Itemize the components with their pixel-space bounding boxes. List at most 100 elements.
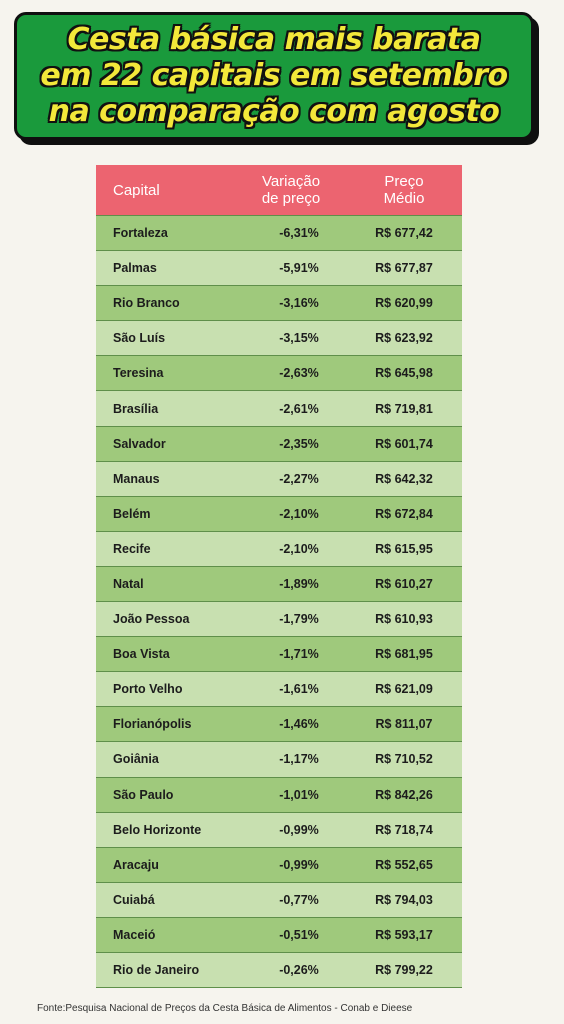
- table-row: Rio Branco -3,16% R$ 620,99: [96, 285, 462, 321]
- cell-capital: Florianópolis: [96, 706, 236, 742]
- header-variacao: Variação de preço: [236, 165, 346, 216]
- cell-preco: R$ 794,03: [346, 881, 462, 918]
- cell-capital: Salvador: [96, 425, 236, 462]
- cell-variacao: -2,27%: [236, 460, 346, 497]
- cell-variacao: -3,15%: [236, 320, 346, 356]
- table-row: Florianópolis -1,46% R$ 811,07: [96, 706, 462, 742]
- title-line-3: na comparação com agosto: [48, 94, 500, 129]
- cell-variacao: -1,61%: [236, 671, 346, 707]
- cell-capital: São Luís: [96, 320, 236, 356]
- cell-capital: Belo Horizonte: [96, 811, 236, 848]
- cell-capital: Brasília: [96, 390, 236, 427]
- cell-variacao: -2,10%: [236, 495, 346, 532]
- cell-variacao: -0,99%: [236, 811, 346, 848]
- cell-variacao: -2,61%: [236, 390, 346, 427]
- cell-variacao: -1,71%: [236, 636, 346, 672]
- cell-preco: R$ 610,27: [346, 565, 462, 602]
- table-row: Teresina -2,63% R$ 645,98: [96, 355, 462, 391]
- table-row: Boa Vista -1,71% R$ 681,95: [96, 636, 462, 672]
- cell-preco: R$ 642,32: [346, 460, 462, 497]
- cell-preco: R$ 601,74: [346, 425, 462, 462]
- cell-preco: R$ 799,22: [346, 951, 462, 989]
- table-header: Capital Variação de preço Preço Médio: [96, 165, 462, 216]
- table-row: Natal -1,89% R$ 610,27: [96, 565, 462, 602]
- cell-variacao: -6,31%: [236, 214, 346, 251]
- cell-variacao: -2,63%: [236, 355, 346, 391]
- cell-capital: Belém: [96, 495, 236, 532]
- table-row: Belém -2,10% R$ 672,84: [96, 495, 462, 532]
- cell-preco: R$ 593,17: [346, 916, 462, 953]
- cell-preco: R$ 620,99: [346, 285, 462, 321]
- cell-preco: R$ 681,95: [346, 636, 462, 672]
- cell-variacao: -2,10%: [236, 530, 346, 567]
- table-row: Porto Velho -1,61% R$ 621,09: [96, 671, 462, 707]
- cell-variacao: -1,17%: [236, 741, 346, 777]
- cell-capital: Fortaleza: [96, 214, 236, 251]
- cell-preco: R$ 615,95: [346, 530, 462, 567]
- cell-preco: R$ 677,42: [346, 214, 462, 251]
- header-capital: Capital: [96, 165, 236, 216]
- table-row: Palmas -5,91% R$ 677,87: [96, 250, 462, 286]
- cell-variacao: -0,99%: [236, 846, 346, 883]
- cell-capital: Porto Velho: [96, 671, 236, 707]
- cell-preco: R$ 710,52: [346, 741, 462, 777]
- price-table-container: Capital Variação de preço Preço Médio Fort…: [96, 165, 462, 989]
- title-banner: Cesta básica mais barata em 22 capitais …: [14, 12, 534, 140]
- cell-preco: R$ 672,84: [346, 495, 462, 532]
- cell-variacao: -0,51%: [236, 916, 346, 953]
- table-row: São Luís -3,15% R$ 623,92: [96, 320, 462, 356]
- cell-preco: R$ 677,87: [346, 250, 462, 286]
- table-row: Goiânia -1,17% R$ 710,52: [96, 741, 462, 777]
- cell-capital: Palmas: [96, 250, 236, 286]
- cell-preco: R$ 552,65: [346, 846, 462, 883]
- cell-variacao: -5,91%: [236, 250, 346, 286]
- cell-variacao: -2,35%: [236, 425, 346, 462]
- cell-capital: Natal: [96, 565, 236, 602]
- price-table: Capital Variação de preço Preço Médio Fort…: [96, 165, 462, 989]
- table-row: Salvador -2,35% R$ 601,74: [96, 425, 462, 462]
- cell-capital: Goiânia: [96, 741, 236, 777]
- cell-preco: R$ 645,98: [346, 355, 462, 391]
- header-preco: Preço Médio: [346, 165, 462, 216]
- cell-preco: R$ 811,07: [346, 706, 462, 742]
- cell-capital: Teresina: [96, 355, 236, 391]
- cell-preco: R$ 842,26: [346, 776, 462, 813]
- source-footer: Fonte:Pesquisa Nacional de Preços da Ces…: [37, 1003, 413, 1014]
- cell-capital: Cuiabá: [96, 881, 236, 918]
- cell-preco: R$ 610,93: [346, 601, 462, 637]
- cell-capital: Rio Branco: [96, 285, 236, 321]
- cell-variacao: -1,01%: [236, 776, 346, 813]
- table-body: Fortaleza -6,31% R$ 677,42 Palmas -5,91% R$ 6…: [96, 214, 462, 989]
- table-row: Aracaju -0,99% R$ 552,65: [96, 846, 462, 883]
- table-row: São Paulo -1,01% R$ 842,26: [96, 776, 462, 813]
- cell-capital: Maceió: [96, 916, 236, 953]
- table-row: Manaus -2,27% R$ 642,32: [96, 460, 462, 497]
- table-row: Recife -2,10% R$ 615,95: [96, 530, 462, 567]
- cell-capital: Manaus: [96, 460, 236, 497]
- cell-capital: João Pessoa: [96, 601, 236, 637]
- cell-capital: São Paulo: [96, 776, 236, 813]
- cell-capital: Rio de Janeiro: [96, 951, 236, 989]
- title-line-1: Cesta básica mais barata: [67, 22, 481, 57]
- cell-preco: R$ 718,74: [346, 811, 462, 848]
- cell-variacao: -0,77%: [236, 881, 346, 918]
- table-row: Belo Horizonte -0,99% R$ 718,74: [96, 811, 462, 848]
- table-row: João Pessoa -1,79% R$ 610,93: [96, 601, 462, 637]
- cell-capital: Recife: [96, 530, 236, 567]
- cell-capital: Aracaju: [96, 846, 236, 883]
- cell-variacao: -0,26%: [236, 951, 346, 989]
- cell-preco: R$ 719,81: [346, 390, 462, 427]
- cell-variacao: -1,89%: [236, 565, 346, 602]
- cell-capital: Boa Vista: [96, 636, 236, 672]
- cell-preco: R$ 621,09: [346, 671, 462, 707]
- table-row: Rio de Janeiro -0,26% R$ 799,22: [96, 951, 462, 989]
- table-row: Fortaleza -6,31% R$ 677,42: [96, 214, 462, 251]
- cell-variacao: -1,79%: [236, 601, 346, 637]
- table-row: Brasília -2,61% R$ 719,81: [96, 390, 462, 427]
- cell-preco: R$ 623,92: [346, 320, 462, 356]
- table-row: Maceió -0,51% R$ 593,17: [96, 916, 462, 953]
- title-line-2: em 22 capitais em setembro: [40, 58, 508, 93]
- table-row: Cuiabá -0,77% R$ 794,03: [96, 881, 462, 918]
- cell-variacao: -1,46%: [236, 706, 346, 742]
- cell-variacao: -3,16%: [236, 285, 346, 321]
